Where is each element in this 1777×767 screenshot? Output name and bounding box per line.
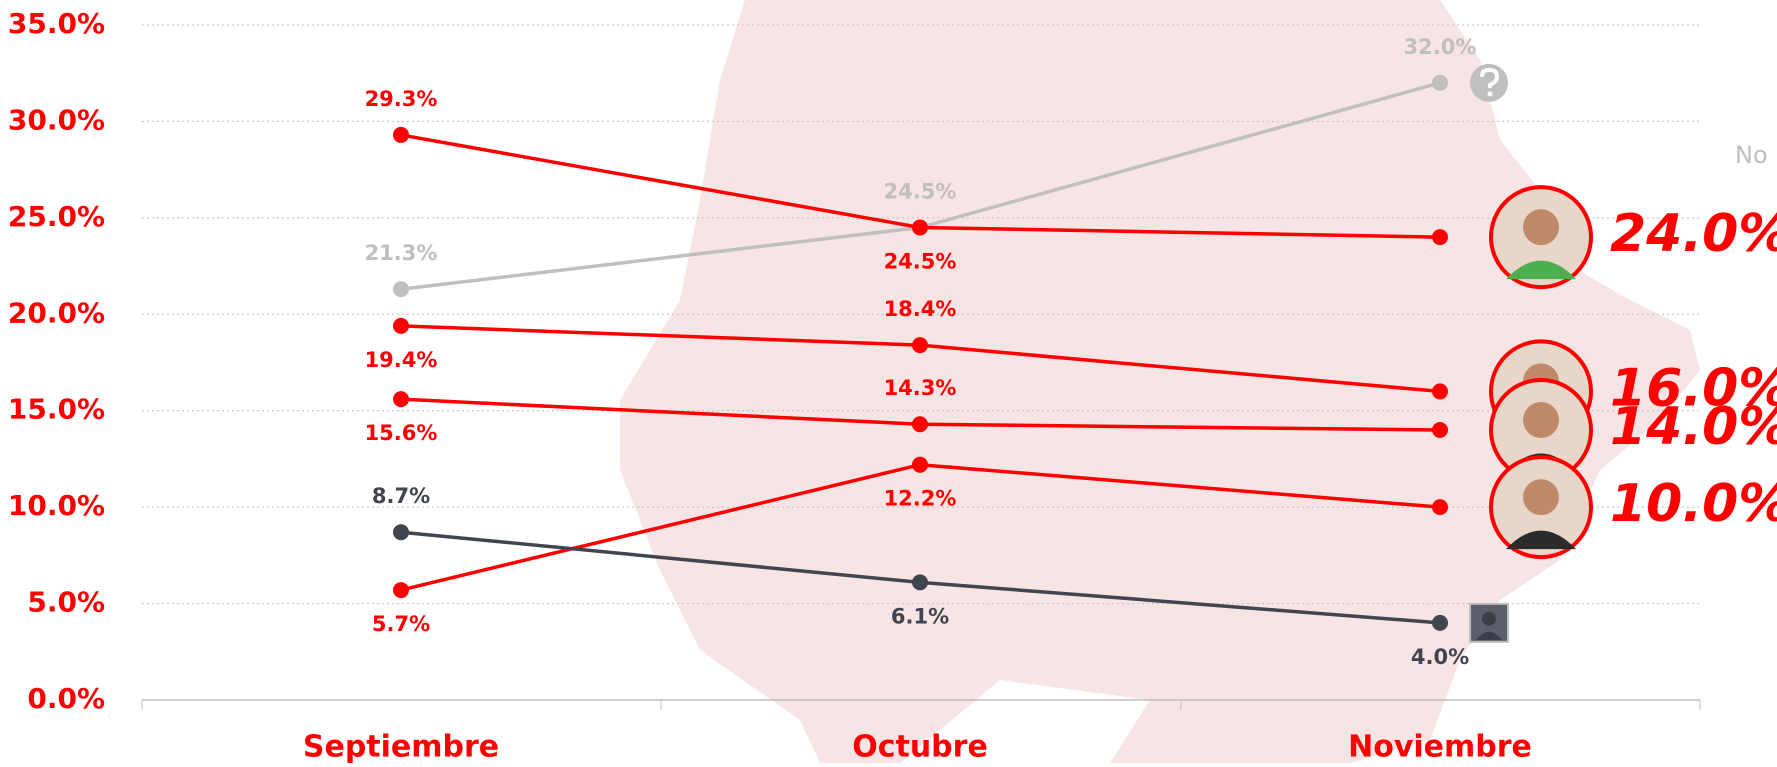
photo-head <box>1523 479 1559 516</box>
y-tick-label: 5.0% <box>27 586 105 619</box>
data-point <box>393 582 409 599</box>
big-value-label: 24.0% <box>1610 204 1777 264</box>
person-icon-head <box>1482 611 1496 626</box>
data-point <box>912 219 928 236</box>
person-icon-body <box>1476 631 1502 640</box>
data-point <box>912 416 928 433</box>
y-tick-label: 35.0% <box>8 7 105 40</box>
data-point <box>1432 614 1448 631</box>
photo-body <box>1506 260 1576 280</box>
data-point <box>1432 383 1448 400</box>
y-tick-label: 0.0% <box>27 682 105 715</box>
value-label: 21.3% <box>365 241 438 265</box>
big-value-label: 14.0% <box>1610 397 1777 457</box>
photo-head <box>1523 209 1559 246</box>
data-point <box>393 524 409 541</box>
y-tick-label: 25.0% <box>8 200 105 233</box>
data-point <box>912 456 928 473</box>
x-tick-label: Septiembre <box>303 730 499 764</box>
y-tick-label: 20.0% <box>8 296 105 329</box>
photo-head <box>1523 402 1559 438</box>
data-point <box>393 126 409 143</box>
value-label: 29.3% <box>365 87 438 111</box>
value-label: 24.5% <box>884 250 957 274</box>
value-label: 5.7% <box>372 612 430 636</box>
big-value-label: 16.0% <box>1610 358 1777 418</box>
value-label: 24.5% <box>884 180 957 204</box>
value-label: 4.0% <box>1411 645 1469 669</box>
data-point <box>1432 499 1448 516</box>
data-point <box>393 281 409 298</box>
data-point <box>912 574 928 591</box>
value-label: 14.3% <box>884 376 957 400</box>
value-label: 18.4% <box>884 297 957 321</box>
data-point <box>912 337 928 354</box>
x-tick-label: Octubre <box>852 730 988 764</box>
value-label: 8.7% <box>372 484 430 508</box>
y-tick-label: 30.0% <box>8 103 105 136</box>
x-tick-label: Noviembre <box>1348 730 1532 764</box>
unknown-icon-mark <box>1480 67 1500 88</box>
annotation: No <box>1735 141 1768 169</box>
data-point <box>1432 74 1448 91</box>
data-point <box>1432 422 1448 438</box>
value-label: 32.0% <box>1404 35 1477 59</box>
data-point <box>393 317 409 334</box>
big-value-label: 10.0% <box>1610 474 1777 534</box>
background-map <box>620 0 1700 763</box>
data-point <box>1432 229 1448 246</box>
value-label: 6.1% <box>891 604 949 628</box>
y-tick-label: 15.0% <box>8 393 105 426</box>
unknown-icon-dot <box>1487 91 1493 97</box>
y-tick-label: 10.0% <box>8 489 105 522</box>
value-label: 12.2% <box>884 487 957 511</box>
value-label: 15.6% <box>365 421 438 445</box>
value-label: 19.4% <box>365 348 438 372</box>
data-point <box>393 391 409 408</box>
photo-body <box>1506 530 1576 550</box>
